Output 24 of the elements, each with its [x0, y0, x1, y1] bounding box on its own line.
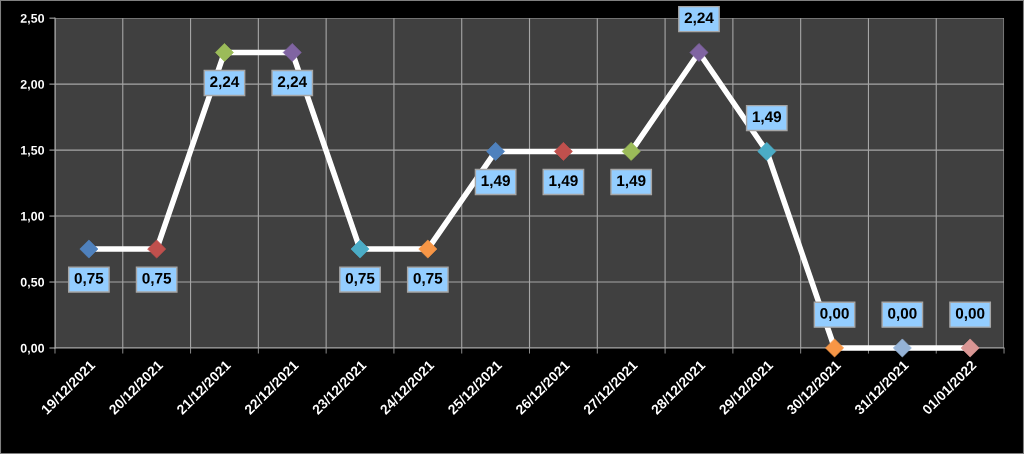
- data-label: 2,24: [277, 76, 308, 90]
- data-label: 0,00: [888, 307, 917, 321]
- y-tick-label: 2,50: [20, 13, 45, 25]
- data-label: 0,75: [345, 272, 375, 286]
- data-label: 0,75: [142, 272, 172, 286]
- data-label: 1,49: [617, 175, 646, 189]
- data-label: 1,49: [549, 175, 578, 189]
- y-tick-label: 0,00: [20, 343, 45, 355]
- y-tick-label: 1,00: [21, 211, 45, 223]
- y-tick-label: 1,50: [21, 145, 45, 157]
- data-label: 1,49: [752, 111, 782, 125]
- y-tick-label: 2,00: [20, 79, 45, 91]
- data-label: 2,24: [684, 12, 714, 26]
- point: [554, 142, 573, 161]
- point: [215, 43, 234, 62]
- point: [486, 142, 506, 161]
- y-tick-label: 0,50: [20, 277, 45, 289]
- data-label: 2,24: [210, 76, 240, 90]
- data-label: 0,00: [955, 307, 985, 321]
- data-label: 0,00: [820, 307, 849, 321]
- data-label: 0,75: [74, 272, 104, 286]
- data-label: 0,75: [413, 272, 443, 286]
- point: [350, 239, 370, 259]
- data-label: 1,49: [481, 175, 510, 189]
